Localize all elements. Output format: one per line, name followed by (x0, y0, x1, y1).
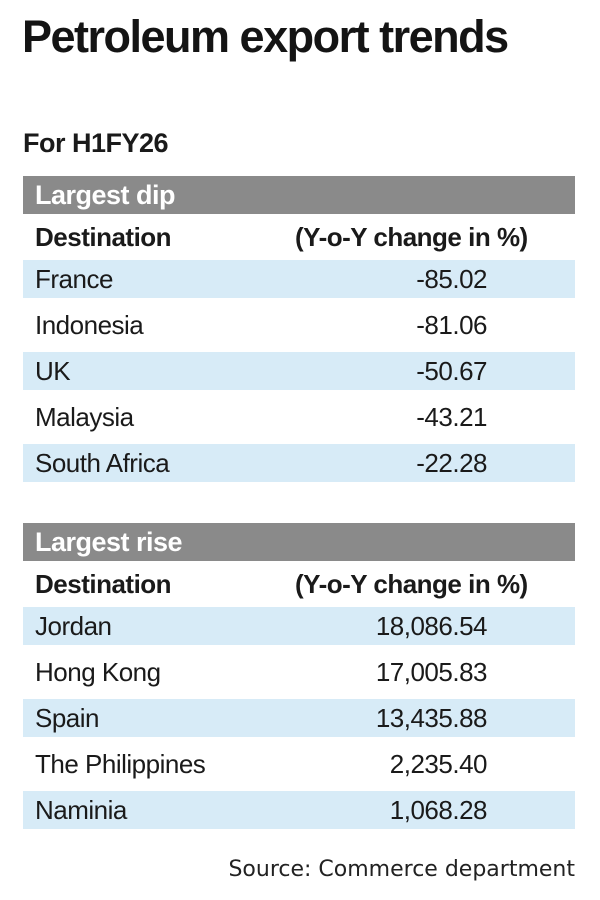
row-band (23, 352, 575, 390)
value-cell: 17,005.83 (375, 657, 488, 687)
section-heading: Largest dip (23, 176, 575, 214)
value-cell: -81.06 (416, 310, 487, 340)
chart-title: Petroleum export trends (22, 11, 509, 62)
destination-cell: Malaysia (35, 402, 134, 432)
value-cell: -85.02 (416, 264, 487, 294)
table-row: Spain 13,435.88 (23, 699, 575, 745)
source-note: Source: Commerce department (228, 857, 575, 882)
row-band (23, 444, 575, 482)
value-cell: 1,068.28 (389, 795, 488, 825)
destination-cell: Spain (35, 703, 100, 733)
table-row: Jordan 18,086.54 (23, 607, 575, 653)
table-row: Naminia 1,068.28 (23, 791, 575, 837)
table-row: South Africa -22.28 (23, 444, 575, 490)
largest-rise-table: Largest rise Destination (Y-o-Y change i… (23, 523, 575, 837)
chart-subtitle: For H1FY26 (23, 128, 169, 158)
table-row: Hong Kong 17,005.83 (23, 653, 575, 699)
destination-cell: France (35, 264, 113, 294)
column-header-change: (Y-o-Y change in %) (295, 569, 528, 599)
destination-cell: Jordan (35, 611, 112, 641)
table-row: UK -50.67 (23, 352, 575, 398)
row-band (23, 699, 575, 737)
destination-cell: Hong Kong (35, 657, 161, 687)
column-header-change: (Y-o-Y change in %) (295, 222, 528, 252)
row-band (23, 260, 575, 298)
row-band (23, 607, 575, 645)
row-band (23, 791, 575, 829)
value-cell: -43.21 (416, 402, 487, 432)
table-row: Indonesia -81.06 (23, 306, 575, 352)
destination-cell: Naminia (35, 795, 127, 825)
column-header-destination: Destination (35, 222, 172, 252)
column-headers: Destination (Y-o-Y change in %) (23, 561, 575, 607)
destination-cell: The Philippines (35, 749, 206, 779)
destination-cell: UK (35, 356, 71, 386)
value-cell: -22.28 (416, 448, 487, 478)
destination-cell: South Africa (35, 448, 170, 478)
value-cell: 13,435.88 (375, 703, 488, 733)
value-cell: 18,086.54 (375, 611, 488, 641)
table-row: The Philippines 2,235.40 (23, 745, 575, 791)
section-heading: Largest rise (23, 523, 575, 561)
largest-dip-table: Largest dip Destination (Y-o-Y change in… (23, 176, 575, 490)
column-headers: Destination (Y-o-Y change in %) (23, 214, 575, 260)
table-row: Malaysia -43.21 (23, 398, 575, 444)
table-row: France -85.02 (23, 260, 575, 306)
value-cell: 2,235.40 (389, 749, 488, 779)
value-cell: -50.67 (416, 356, 487, 386)
destination-cell: Indonesia (35, 310, 144, 340)
column-header-destination: Destination (35, 569, 172, 599)
